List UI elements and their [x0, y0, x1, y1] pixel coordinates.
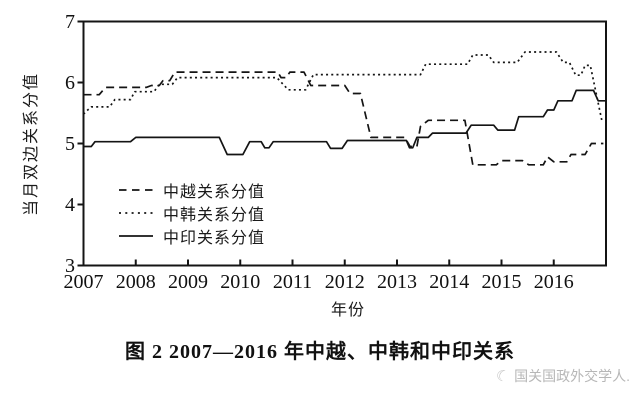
series-line-dotted	[82, 51, 603, 121]
legend-label: 中越关系分值	[163, 183, 266, 201]
y-axis-title: 当月双边关系分值	[23, 72, 40, 217]
legend-entry: 中韩关系分值	[118, 201, 265, 224]
legend-entry: 中印关系分值	[118, 224, 265, 247]
watermark: ☾ 国关国政外交学人.	[493, 366, 630, 387]
watermark-moon-icon: ☾	[493, 366, 511, 387]
x-tick-label: 2013	[377, 271, 417, 293]
y-tick-label: 4	[65, 193, 75, 216]
x-tick-label: 2007	[63, 271, 104, 293]
legend-line-sample-solid	[119, 234, 153, 237]
watermark-text: 国关国政外交学人.	[514, 368, 630, 384]
x-tick-label: 2015	[481, 271, 522, 293]
y-tick-label: 6	[65, 71, 75, 94]
x-tick-label: 2016	[533, 271, 574, 293]
y-tick-label: 5	[65, 132, 75, 155]
legend-label: 中印关系分值	[163, 229, 266, 247]
x-tick-label: 2010	[220, 271, 261, 293]
x-tick-label: 2012	[324, 271, 365, 293]
chart-plot-area	[77, 20, 607, 267]
series-line-solid	[83, 89, 605, 156]
x-tick-label: 2014	[429, 271, 470, 293]
x-tick-label: 2011	[272, 271, 313, 293]
legend-line-sample-dotted	[119, 211, 153, 214]
series-line-dashed	[83, 71, 604, 166]
x-tick-label: 2009	[168, 271, 208, 293]
x-tick-label: 2008	[115, 271, 156, 293]
chart-legend: 中越关系分值 中韩关系分值 中印关系分值	[118, 178, 265, 247]
x-axis-title: 年份	[330, 302, 365, 319]
legend-line-sample-dashed	[119, 188, 153, 191]
y-tick-label: 3	[65, 254, 75, 277]
y-tick-label: 7	[65, 10, 75, 33]
legend-entry: 中越关系分值	[118, 178, 265, 201]
figure-caption: 图 2 2007—2016 年中越、中韩和中印关系	[125, 341, 515, 363]
legend-label: 中韩关系分值	[163, 206, 266, 224]
